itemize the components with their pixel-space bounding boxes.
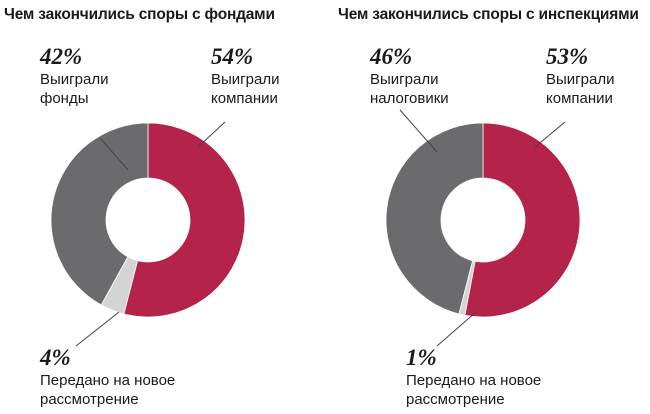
slice-label: Выиграли фонды [40,71,109,107]
chart-funds: Чем закончились споры с фондами 42% Выиг… [4,6,311,409]
donut-slice-2 [50,122,149,306]
slice-percent: 4% [40,345,71,370]
leader-line-red [534,121,566,148]
donut-slice-0 [464,122,581,318]
label-gray: 42% Выиграли фонды [40,44,130,108]
slice-label: Выиграли компании [546,71,615,107]
slice-label: Выиграли налоговики [370,71,449,107]
donut-slice-0 [123,122,246,318]
leader-line-gray [99,137,129,171]
leader-line-light [436,311,477,347]
slice-percent: 53% [546,44,589,69]
leader-line-light [75,311,120,347]
chart-title: Чем закончились споры с фондами [4,6,275,23]
donut-slice-2 [385,122,484,315]
leader-line-red [197,121,226,148]
slice-percent: 1% [406,345,437,370]
label-gray: 46% Выиграли налоговики [370,44,480,108]
slice-label: Передано на новое рассмотрение [40,372,176,408]
slice-percent: 46% [370,44,413,69]
label-light: 1% Передано на новое рассмотрение [406,345,546,409]
label-light: 4% Передано на новое рассмотрение [40,345,180,409]
slice-label: Передано на новое рассмотрение [406,372,542,408]
chart-inspections: Чем закончились споры с инспекциями 46% … [325,0,650,414]
slice-label: Выиграли компании [211,71,280,107]
label-red: 54% Выиграли компании [211,44,311,108]
leader-line-gray [399,109,438,153]
donut-chart [50,121,246,347]
donut-chart [385,109,581,347]
slice-percent: 42% [40,44,83,69]
label-red: 53% Выиграли компании [546,44,646,108]
slice-percent: 54% [211,44,254,69]
chart-title: Чем закончились споры с инспекциями [338,6,639,23]
